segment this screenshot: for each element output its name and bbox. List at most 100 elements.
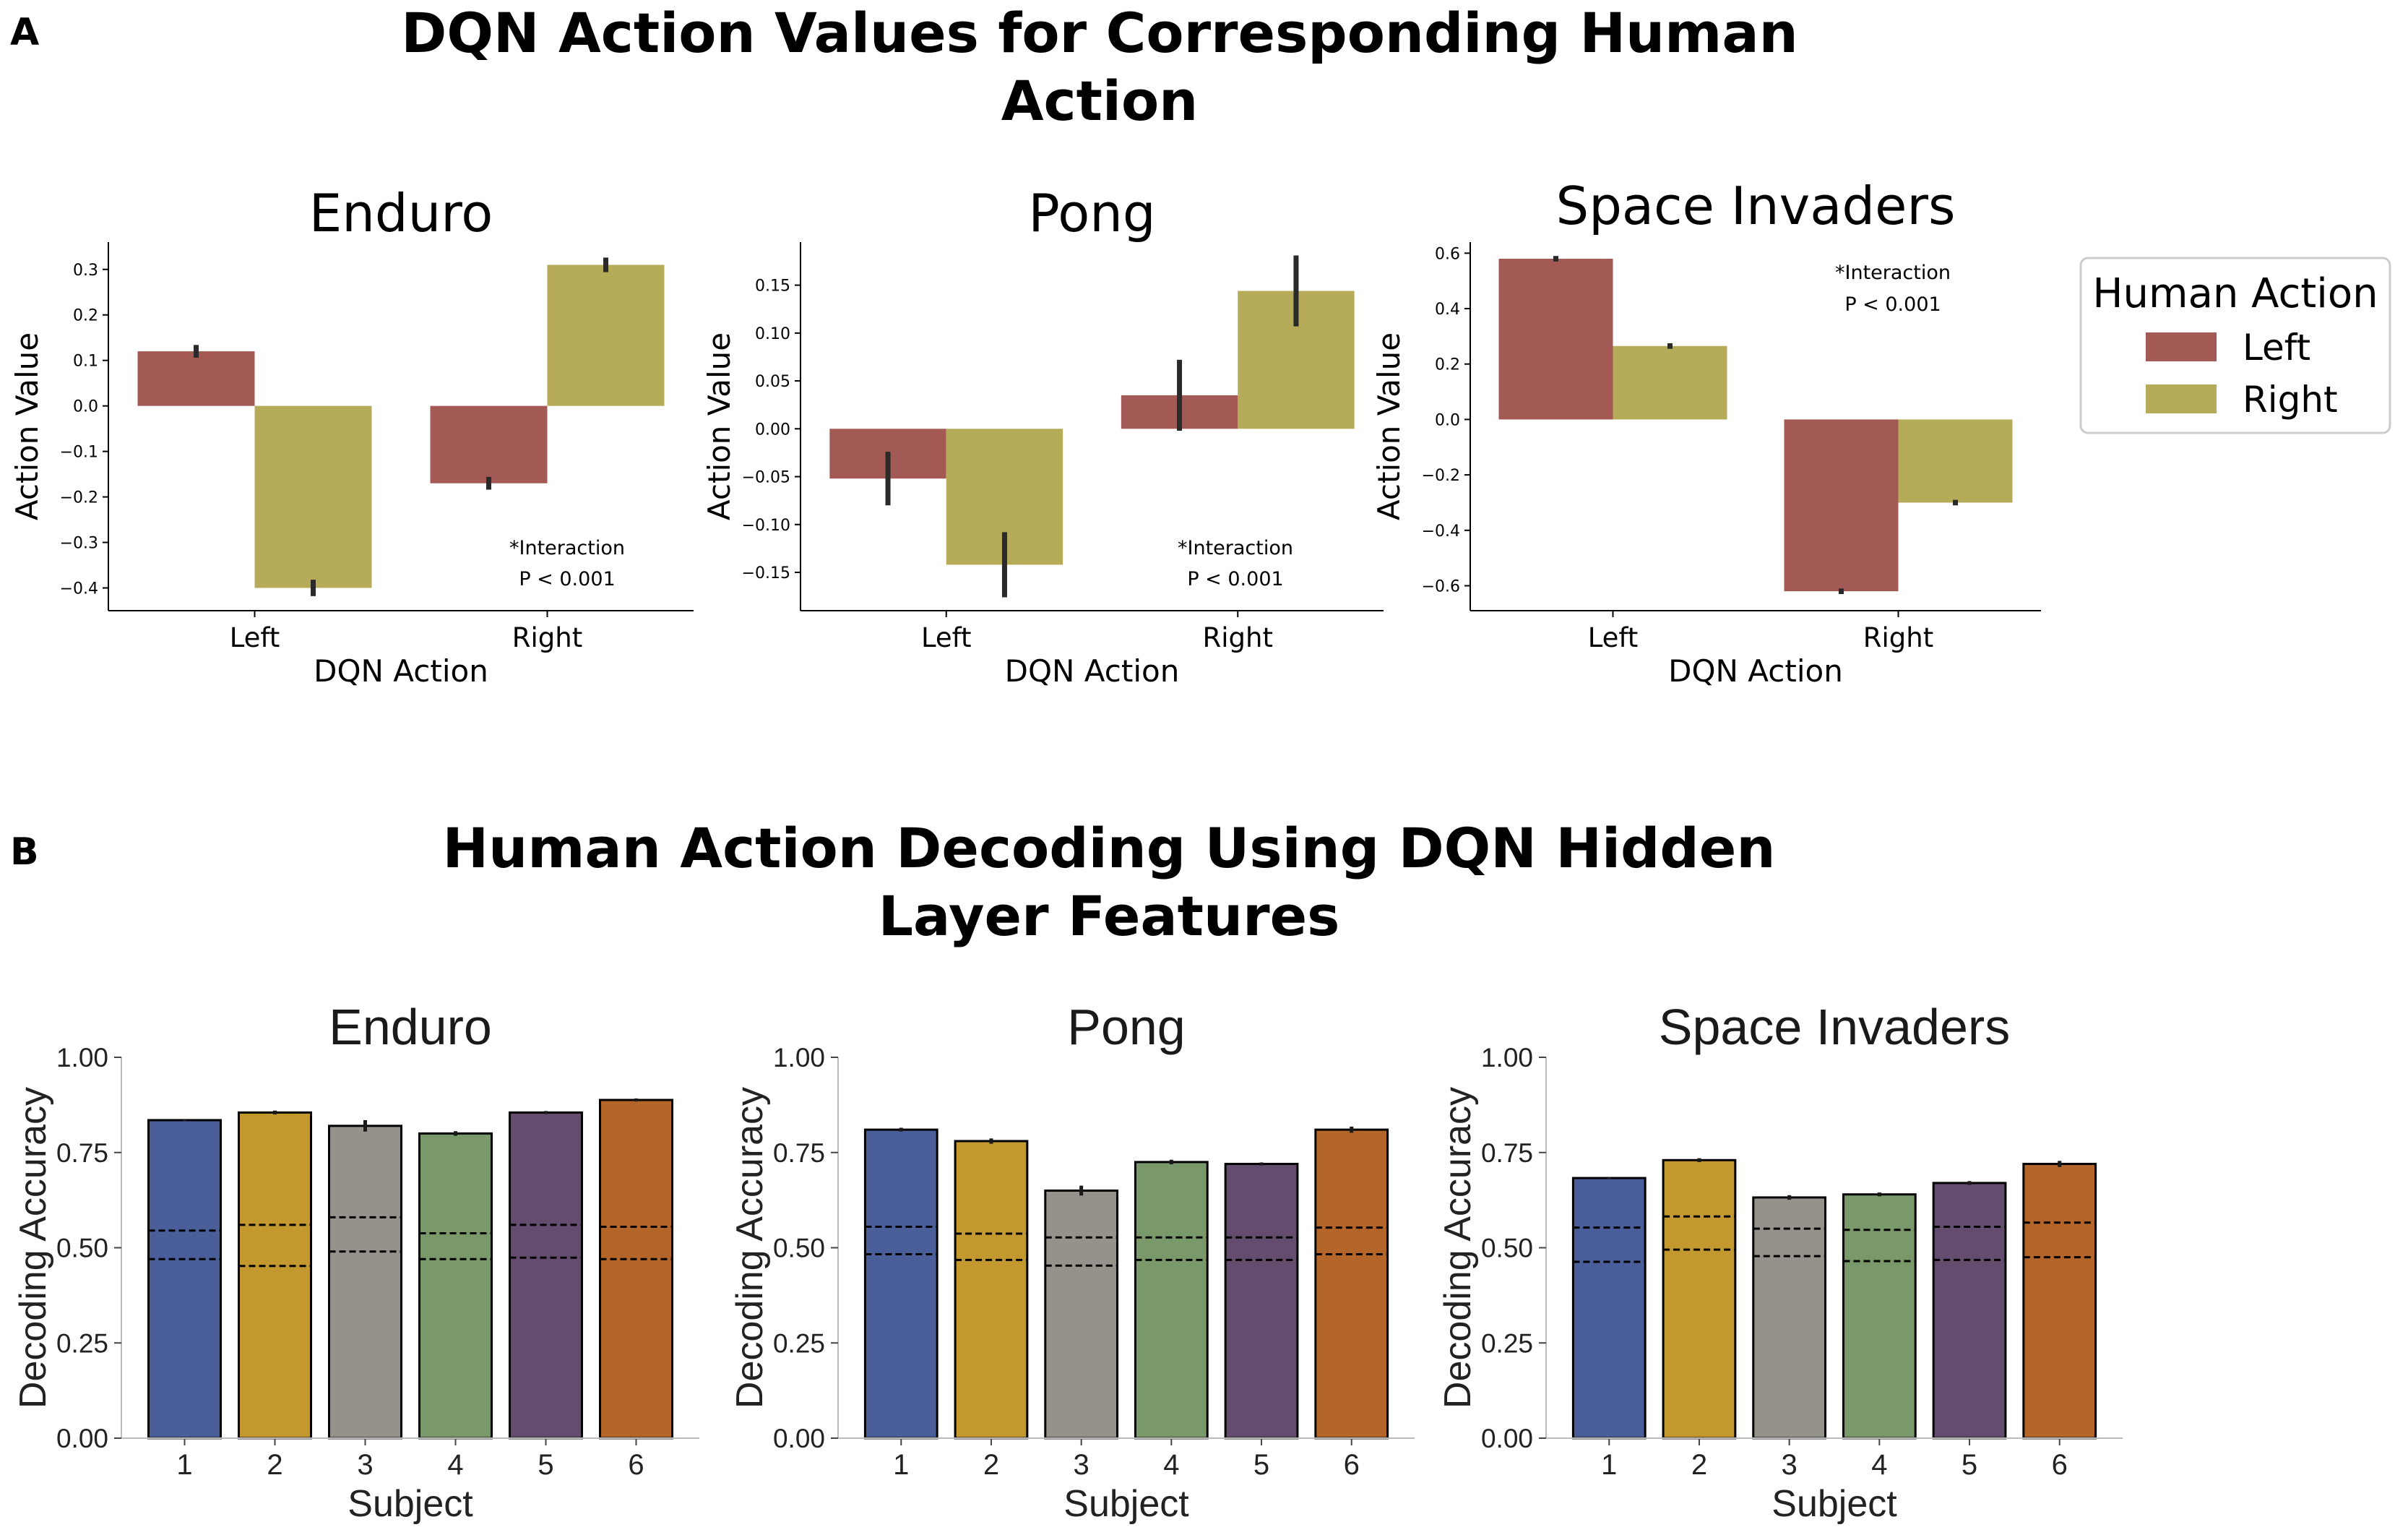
y-tick-label: 0.10: [755, 325, 790, 343]
y-tick-label: 0.05: [755, 373, 790, 391]
annotation-line-1: *Interaction: [1178, 537, 1293, 559]
x-tick-label: 4: [1871, 1449, 1887, 1481]
x-tick-label: Right: [1863, 622, 1933, 653]
legend: Human Action Left Right: [2079, 257, 2391, 434]
chart-a-pong: Pong Left Right 0.15 0.10 0.05 0.00 −0.05 −0.10 −…: [702, 183, 1384, 689]
x-tick-label: 1: [1601, 1449, 1617, 1481]
panel-a-letter: A: [10, 11, 39, 54]
panel-a-title-line-2: Action: [1001, 69, 1199, 133]
y-tick-label: 0.15: [755, 278, 790, 296]
legend-swatch-left: [2146, 332, 2217, 361]
x-tick-label: Right: [512, 622, 582, 653]
x-tick-label: 2: [983, 1449, 999, 1481]
bar-left-left: [1498, 259, 1613, 420]
y-tick-label: 0.6: [1435, 245, 1460, 263]
y-tick-label: 0.00: [773, 1424, 825, 1453]
x-tick-label: 2: [1691, 1449, 1707, 1481]
chart-title: Space Invaders: [1555, 176, 1955, 236]
chart-title: Space Invaders: [1659, 999, 2010, 1055]
bar-subject-6: [599, 1098, 673, 1440]
x-tick-label: 6: [1344, 1449, 1360, 1481]
y-axis-label: Action Value: [702, 332, 737, 520]
bar-subject-1: [1571, 1177, 1647, 1440]
x-tick-label: 5: [538, 1449, 553, 1481]
bar-left-left: [137, 351, 255, 406]
y-tick-label: −0.10: [742, 517, 790, 535]
y-tick-label: 0.25: [773, 1328, 825, 1358]
x-tick-label: Left: [1588, 622, 1639, 653]
charts: Enduro Left Right 0.3 0.2 0.1 0.0 −0.1 −0.2 −0.3 −…: [9, 176, 2123, 1525]
y-tick-label: 0.50: [773, 1234, 825, 1263]
x-axis-label: DQN Action: [1005, 653, 1180, 689]
bar-subject-4: [1842, 1193, 1917, 1440]
bar-subject-1: [863, 1128, 938, 1440]
bar-subject-3: [1752, 1196, 1827, 1440]
y-tick-label: 1.00: [773, 1043, 825, 1072]
bar-subject-6: [2022, 1163, 2097, 1440]
bar-subject-4: [418, 1132, 493, 1440]
x-tick-label: Right: [1203, 622, 1273, 653]
x-tick-label: Left: [921, 622, 972, 653]
y-tick-label: −0.2: [1422, 467, 1460, 485]
bar-right-right: [1898, 419, 2013, 503]
y-tick-label: −0.4: [60, 580, 98, 598]
y-tick-label: 0.25: [1481, 1328, 1533, 1358]
bar-subject-6: [1314, 1128, 1389, 1440]
y-axis-label: Decoding Accuracy: [1437, 1087, 1479, 1409]
bar-left-right: [254, 405, 372, 588]
bar-subject-5: [509, 1111, 583, 1440]
y-tick-label: 0.0: [73, 398, 98, 416]
bar-subject-3: [1044, 1189, 1119, 1440]
bar-right-right: [547, 265, 665, 406]
x-axis-label: DQN Action: [1668, 653, 1843, 689]
x-tick-label: 6: [2052, 1449, 2068, 1481]
chart-b-pong: Pong 1 2 3 4 5 6 0.00 0.25 0.50 0.75 1.00 Subject Dec…: [729, 999, 1415, 1525]
y-tick-label: 0.50: [56, 1234, 108, 1263]
bar-subject-3: [328, 1125, 402, 1440]
bar-subject-5: [1224, 1163, 1299, 1440]
bar-right-left: [1784, 419, 1899, 592]
y-tick-label: −0.6: [1422, 577, 1460, 595]
x-tick-label: 1: [176, 1449, 192, 1481]
chart-b-space-invaders: Space Invaders 1 2 3 4 5 6 0.00 0.25 0.50 0.75 1.00…: [1437, 999, 2123, 1525]
x-tick-label: Left: [230, 622, 280, 653]
y-tick-label: 0.1: [73, 353, 98, 371]
y-tick-label: −0.3: [60, 535, 98, 553]
chart-b-enduro: Enduro 1 2 3 4 5 6 0.00 0.25 0.50 0.75 1.00 Subject D…: [12, 999, 699, 1525]
x-axis-label: Subject: [1772, 1483, 1897, 1525]
chart-title: Pong: [1028, 183, 1155, 244]
bar-subject-2: [954, 1140, 1029, 1440]
x-tick-label: 3: [357, 1449, 373, 1481]
y-tick-label: −0.4: [1422, 523, 1460, 541]
y-tick-label: 0.2: [1435, 356, 1460, 374]
legend-label-right: Right: [2243, 379, 2338, 421]
chart-title: Enduro: [329, 999, 492, 1055]
panel-a-title-line-1: DQN Action Values for Corresponding Huma…: [401, 1, 1798, 65]
y-tick-label: 0.75: [773, 1138, 825, 1168]
annotation-line-2: P < 0.001: [1187, 568, 1283, 590]
y-tick-label: −0.2: [60, 489, 98, 507]
y-tick-label: 0.0: [1435, 411, 1460, 429]
y-tick-label: 0.25: [56, 1328, 108, 1358]
chart-title: Pong: [1067, 999, 1185, 1055]
y-tick-label: −0.05: [742, 469, 790, 487]
y-tick-label: 0.3: [73, 262, 98, 280]
y-tick-label: 1.00: [56, 1043, 108, 1072]
bar-right-left: [430, 405, 548, 483]
legend-label-left: Left: [2243, 327, 2310, 369]
x-tick-label: 4: [1163, 1449, 1179, 1481]
y-axis-label: Decoding Accuracy: [12, 1087, 54, 1409]
y-tick-label: 0.75: [1481, 1138, 1533, 1168]
x-tick-label: 3: [1782, 1449, 1798, 1481]
x-tick-label: 3: [1074, 1449, 1089, 1481]
panel-b-letter: B: [10, 830, 39, 874]
y-tick-label: −0.15: [742, 564, 790, 582]
y-axis-label: Decoding Accuracy: [729, 1087, 771, 1409]
y-tick-label: 1.00: [1481, 1043, 1533, 1072]
y-axis-label: Action Value: [9, 332, 45, 520]
chart-a-enduro: Enduro Left Right 0.3 0.2 0.1 0.0 −0.1 −0.2 −0.3 −…: [9, 183, 694, 689]
bar-subject-1: [147, 1119, 222, 1440]
annotation-line-1: *Interaction: [509, 537, 625, 559]
x-tick-label: 6: [628, 1449, 644, 1481]
